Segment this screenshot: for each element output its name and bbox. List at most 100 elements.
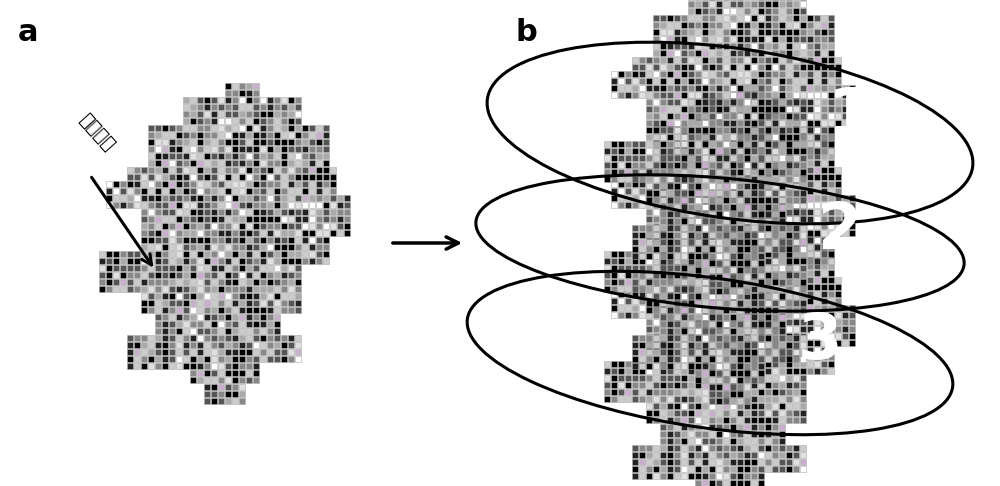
Bar [674, 279, 680, 285]
Bar [695, 197, 701, 203]
Bar [828, 249, 834, 255]
Bar [744, 375, 750, 381]
Bar [190, 160, 196, 166]
Bar [751, 99, 757, 105]
Bar [625, 312, 631, 318]
Bar [688, 298, 694, 304]
Bar [674, 417, 680, 423]
Bar [667, 239, 673, 245]
Bar [821, 202, 827, 208]
Bar [814, 174, 820, 180]
Bar [695, 36, 701, 42]
Bar [765, 207, 771, 213]
Bar [772, 127, 778, 133]
Bar [737, 274, 743, 280]
Bar [225, 335, 231, 341]
Bar [260, 174, 266, 180]
Bar [758, 218, 764, 224]
Bar [807, 125, 813, 131]
Bar [751, 298, 757, 304]
Bar [758, 50, 764, 56]
Bar [232, 328, 238, 334]
Bar [632, 349, 638, 355]
Bar [779, 382, 785, 388]
Bar [737, 146, 743, 152]
Bar [842, 120, 848, 126]
Bar [751, 347, 757, 353]
Bar [779, 277, 785, 283]
Bar [793, 284, 799, 290]
Bar [169, 132, 175, 138]
Bar [660, 120, 666, 126]
Bar [772, 424, 778, 430]
Bar [723, 225, 729, 231]
Bar [695, 279, 701, 285]
Bar [744, 398, 750, 404]
Bar [281, 202, 287, 208]
Bar [821, 284, 827, 290]
Bar [744, 368, 750, 374]
Bar [246, 307, 252, 313]
Bar [814, 139, 820, 145]
Bar [190, 132, 196, 138]
Bar [758, 361, 764, 367]
Bar [751, 349, 757, 355]
Bar [800, 57, 806, 63]
Bar [99, 279, 105, 285]
Bar [681, 188, 687, 194]
Bar [281, 111, 287, 117]
Bar [709, 307, 715, 313]
Bar [688, 167, 694, 173]
Bar [625, 85, 631, 91]
Bar [302, 139, 308, 145]
Bar [744, 134, 750, 140]
Bar [267, 167, 273, 173]
Bar [849, 120, 855, 126]
Bar [204, 230, 210, 236]
Bar [653, 342, 659, 348]
Bar [814, 22, 820, 28]
Bar [716, 99, 722, 105]
Bar [786, 389, 792, 395]
Bar [737, 342, 743, 348]
Bar [695, 50, 701, 56]
Bar [239, 125, 245, 131]
Bar [765, 181, 771, 187]
Bar [302, 230, 308, 236]
Bar [660, 141, 666, 147]
Bar [723, 242, 729, 248]
Bar [695, 242, 701, 248]
Bar [246, 223, 252, 229]
Bar [807, 43, 813, 49]
Bar [730, 111, 736, 117]
Bar [765, 36, 771, 42]
Bar [709, 153, 715, 159]
Bar [667, 211, 673, 217]
Bar [814, 326, 820, 332]
Bar [744, 1, 750, 7]
Bar [646, 174, 652, 180]
Bar [225, 286, 231, 292]
Bar [709, 43, 715, 49]
Bar [309, 216, 315, 222]
Bar [800, 104, 806, 110]
Bar [744, 431, 750, 437]
Bar [772, 188, 778, 194]
Bar [674, 202, 680, 208]
Bar [793, 312, 799, 318]
Bar [744, 78, 750, 84]
Bar [344, 230, 350, 236]
Bar [288, 146, 294, 152]
Bar [225, 377, 231, 383]
Bar [232, 314, 238, 320]
Bar [814, 291, 820, 297]
Bar [730, 118, 736, 124]
Bar [716, 335, 722, 341]
Bar [772, 190, 778, 196]
Bar [239, 272, 245, 278]
Bar [723, 36, 729, 42]
Bar [232, 125, 238, 131]
Bar [779, 118, 785, 124]
Bar [667, 368, 673, 374]
Bar [162, 279, 168, 285]
